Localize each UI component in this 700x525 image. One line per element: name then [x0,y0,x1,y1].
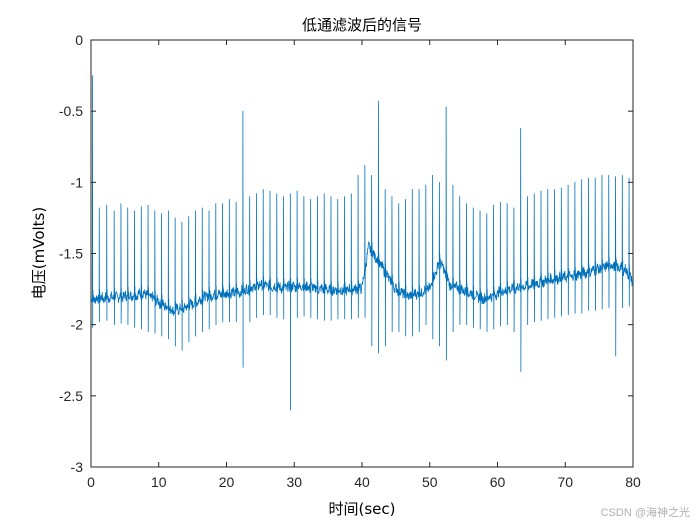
y-tick-label: -2 [71,317,84,333]
x-tick-label: 70 [557,474,573,490]
x-tick-label: 60 [490,474,506,490]
y-tick-label: -1.5 [59,246,83,262]
chart-title: 低通滤波后的信号 [302,16,422,34]
x-tick-label: 0 [87,474,95,490]
plot-area [90,39,634,468]
ticks-group: 0 10 20 30 40 50 60 70 80 0 -0.5 -1 -1.5 -2 -2.5 -3 [59,32,641,490]
y-tick-label: -3 [71,459,84,475]
y-tick-label: -2.5 [59,388,83,404]
signal-line [91,75,633,411]
x-axis-label: 时间(sec) [329,500,396,518]
x-tick-label: 30 [286,474,302,490]
x-tick-label: 80 [625,474,641,490]
watermark-text: CSDN @海神之光 [601,505,690,519]
signal-group [91,75,633,411]
x-tick-label: 20 [219,474,235,490]
y-tick-label: -0.5 [59,103,83,119]
y-axis-label: 电压(mVolts) [30,207,48,299]
y-tick-label: -1 [71,174,84,190]
y-tick-label: 0 [75,32,83,48]
x-tick-label: 50 [422,474,438,490]
x-tick-label: 40 [354,474,370,490]
x-tick-label: 10 [151,474,167,490]
